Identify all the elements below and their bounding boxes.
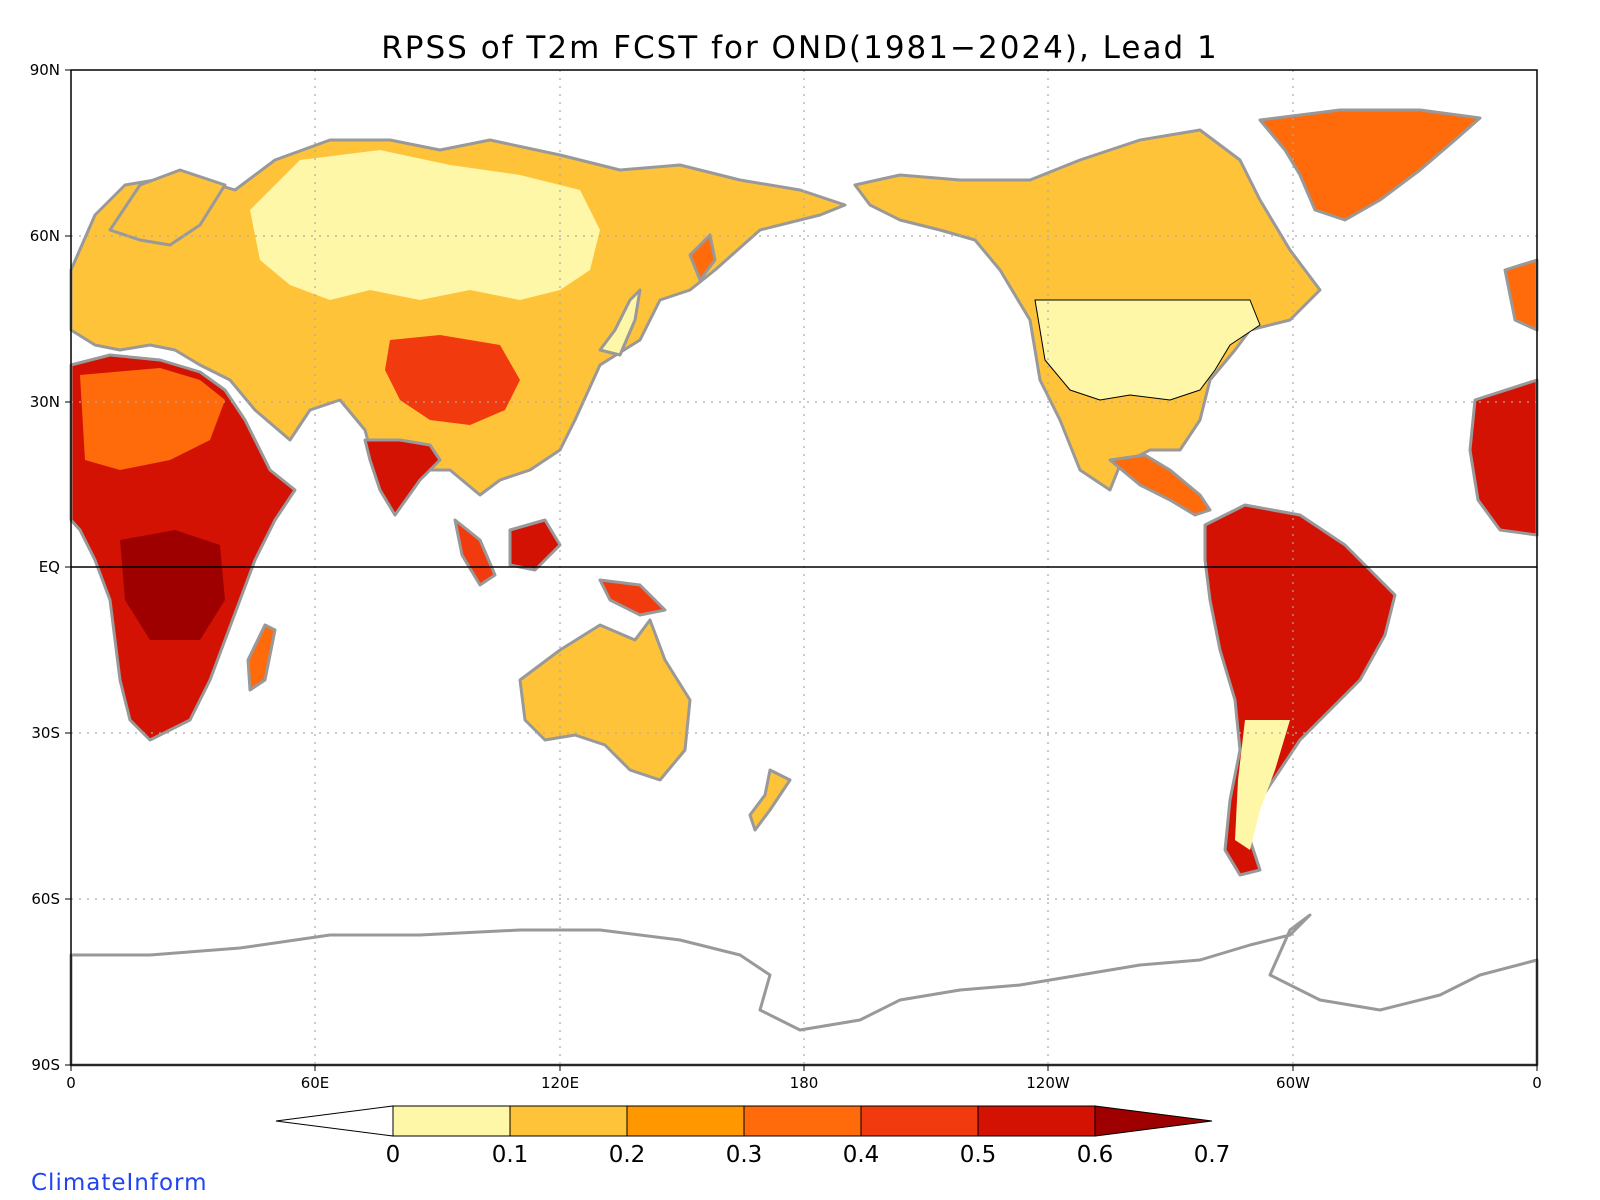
lat-tick-label: 30N: [30, 393, 60, 411]
lon-axis: 0 60E 120E 180 120W 60W 0: [66, 1065, 1542, 1092]
lat-tick-label: 90N: [30, 61, 60, 79]
landmass-central-america: [1108, 453, 1212, 517]
colorbar-bin: [977, 1105, 1096, 1137]
colorbar-tick-label: 0.2: [609, 1142, 646, 1168]
lon-tick-label: 120E: [541, 1074, 579, 1092]
landmass-africa-north: [80, 368, 225, 470]
landmass-usa: [1034, 299, 1261, 401]
landmass-antarctica: [69, 913, 1539, 1067]
colorbar-tick-label: 0.1: [492, 1142, 529, 1168]
colorbar: 0 0.1 0.2 0.3 0.4 0.5 0.6 0.7: [275, 1105, 1231, 1168]
lat-tick-label: 60S: [31, 890, 60, 908]
landmass-borneo: [508, 518, 562, 572]
lon-tick-label: 0: [1532, 1074, 1542, 1092]
landmass-greenland: [1258, 108, 1482, 222]
credit-label: ClimateInform: [31, 1170, 208, 1196]
lon-tick-label: 60W: [1276, 1074, 1310, 1092]
landmass-sumatra: [453, 518, 497, 587]
landmass-new-guinea: [598, 578, 667, 617]
land-layer: [69, 108, 1539, 1067]
landmass-madagascar: [246, 623, 277, 692]
lat-tick-label: EQ: [39, 558, 60, 576]
landmass-south-america-south: [1235, 720, 1290, 850]
colorbar-bin: [509, 1105, 628, 1137]
landmass-japan: [598, 288, 642, 357]
lon-tick-label: 180: [790, 1074, 819, 1092]
colorbar-over-triangle: [1094, 1105, 1213, 1137]
lat-axis: 90N 60N 30N EQ 30S 60S 90S: [30, 61, 71, 1074]
landmass-kamchatka: [688, 233, 717, 282]
colorbar-bin: [392, 1105, 511, 1137]
landmass-india: [363, 438, 442, 517]
landmass-siberia: [250, 150, 600, 300]
colorbar-under-triangle: [275, 1105, 394, 1137]
landmass-new-zealand: [748, 768, 792, 832]
lon-tick-label: 0: [66, 1074, 76, 1092]
colorbar-tick-label: 0.5: [960, 1142, 997, 1168]
landmass-africa-central: [120, 530, 225, 640]
lon-tick-label: 120W: [1026, 1074, 1070, 1092]
colorbar-tick-label: 0.6: [1077, 1142, 1114, 1168]
map-area: [69, 69, 1539, 1067]
colorbar-bin: [626, 1105, 745, 1137]
landmass-australia: [518, 618, 692, 782]
landmass-china-hot: [385, 335, 520, 425]
lat-tick-label: 30S: [31, 724, 60, 742]
landmass-scandinavia: [108, 168, 227, 247]
colorbar-tick-label: 0: [386, 1142, 401, 1168]
colorbar-tick-label: 0.7: [1194, 1142, 1231, 1168]
colorbar-tick-label: 0.4: [843, 1142, 880, 1168]
colorbar-bin: [860, 1105, 979, 1137]
lat-tick-label: 60N: [30, 227, 60, 245]
colorbar-bin: [743, 1105, 862, 1137]
map-title: RPSS of T2m FCST for OND(1981−2024), Lea…: [381, 30, 1218, 66]
colorbar-tick-label: 0.3: [726, 1142, 763, 1168]
lat-tick-label: 90S: [31, 1056, 60, 1074]
lon-tick-label: 60E: [301, 1074, 330, 1092]
